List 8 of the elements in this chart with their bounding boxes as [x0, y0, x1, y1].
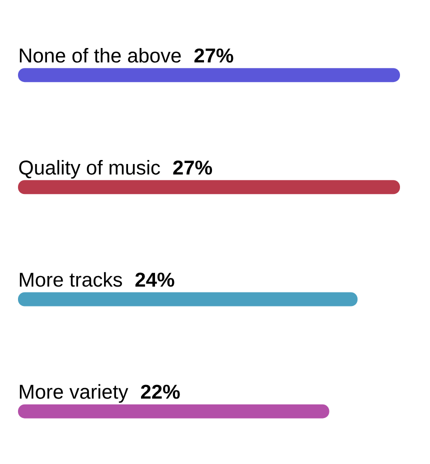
y-tick-label: None of the above [20, 48, 181, 63]
y-tick-label: More variety [20, 384, 128, 403]
data-label: 27% [173, 160, 212, 175]
y-tick-label: More tracks [20, 272, 122, 287]
data-label: 22% [140, 384, 180, 399]
data-label: 27% [194, 48, 234, 63]
data-label: 24% [135, 272, 174, 287]
y-tick-label: Quality of music [19, 160, 160, 179]
